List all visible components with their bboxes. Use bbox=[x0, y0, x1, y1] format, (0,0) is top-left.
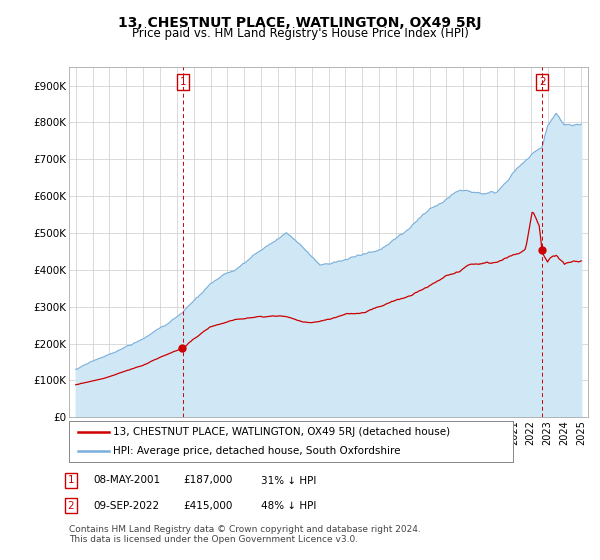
Text: 09-SEP-2022: 09-SEP-2022 bbox=[93, 501, 159, 511]
Text: 1: 1 bbox=[67, 475, 74, 486]
Text: 2: 2 bbox=[67, 501, 74, 511]
Text: 13, CHESTNUT PLACE, WATLINGTON, OX49 5RJ: 13, CHESTNUT PLACE, WATLINGTON, OX49 5RJ bbox=[118, 16, 482, 30]
Text: 2: 2 bbox=[539, 77, 545, 87]
Text: HPI: Average price, detached house, South Oxfordshire: HPI: Average price, detached house, Sout… bbox=[113, 446, 401, 456]
Text: £415,000: £415,000 bbox=[183, 501, 232, 511]
Text: £187,000: £187,000 bbox=[183, 475, 232, 486]
Text: Price paid vs. HM Land Registry's House Price Index (HPI): Price paid vs. HM Land Registry's House … bbox=[131, 27, 469, 40]
Text: 31% ↓ HPI: 31% ↓ HPI bbox=[261, 475, 316, 486]
Text: Contains HM Land Registry data © Crown copyright and database right 2024.
This d: Contains HM Land Registry data © Crown c… bbox=[69, 525, 421, 544]
Text: 08-MAY-2001: 08-MAY-2001 bbox=[93, 475, 160, 486]
Text: 13, CHESTNUT PLACE, WATLINGTON, OX49 5RJ (detached house): 13, CHESTNUT PLACE, WATLINGTON, OX49 5RJ… bbox=[113, 427, 451, 437]
Text: 48% ↓ HPI: 48% ↓ HPI bbox=[261, 501, 316, 511]
Text: 1: 1 bbox=[179, 77, 186, 87]
